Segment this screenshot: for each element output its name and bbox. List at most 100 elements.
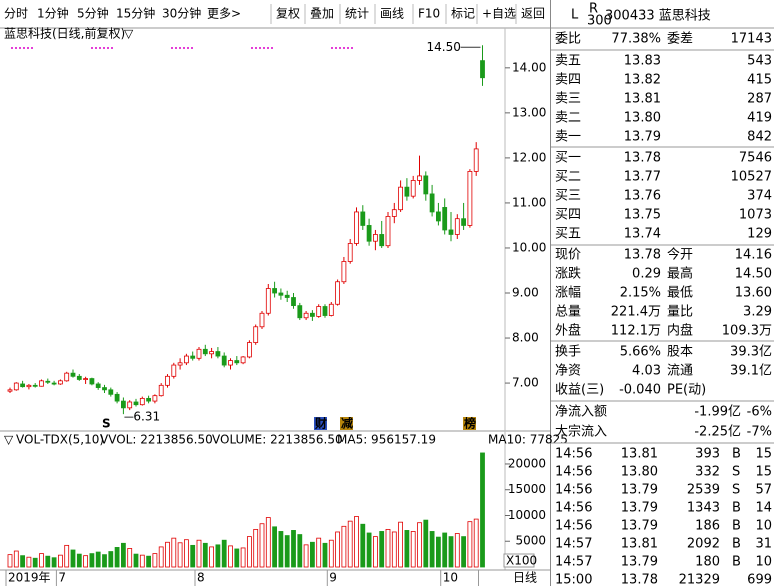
y-tick-label: 14.00 xyxy=(512,60,546,74)
volume-bar xyxy=(366,532,372,568)
quote-text: 699 xyxy=(747,573,772,586)
volume-bar xyxy=(322,542,328,568)
toolbar-button[interactable]: F10 xyxy=(418,7,440,21)
signal-dot xyxy=(15,47,17,49)
quote-text: 大宗流入 xyxy=(555,424,607,440)
signal-dot xyxy=(351,47,353,49)
quote-text: 14:57 xyxy=(555,537,592,552)
candle-body xyxy=(102,387,107,391)
volume-bar xyxy=(253,528,259,568)
title-arrow[interactable]: ▽ xyxy=(124,27,134,41)
volume-bar xyxy=(165,541,170,568)
candle-body xyxy=(26,384,32,388)
volume-bar xyxy=(76,553,82,568)
volume-bar xyxy=(7,554,13,568)
quote-text: 卖三 xyxy=(555,92,581,107)
volume-bar xyxy=(234,548,240,568)
candle-body xyxy=(303,312,309,319)
candle-body xyxy=(76,375,82,380)
event-marker[interactable]: 榜 xyxy=(464,416,476,431)
volume-bar xyxy=(410,531,416,568)
signal-dot xyxy=(343,47,345,49)
indicator-arrow[interactable]: ▽ xyxy=(4,433,14,447)
candle-body xyxy=(209,351,215,355)
candle-body xyxy=(448,229,454,235)
volume-bar xyxy=(221,539,227,568)
candle-body xyxy=(240,356,246,364)
quote-text: 13.79 xyxy=(621,519,658,534)
quote-text: 300 xyxy=(587,14,612,29)
toolbar-tab[interactable]: 5分钟 xyxy=(77,6,109,21)
volume-bar xyxy=(423,519,429,568)
quote-text: 13.80 xyxy=(621,465,658,480)
x-tick-label: 2019年 xyxy=(8,571,51,585)
volume-bar xyxy=(202,542,208,568)
volume-bar xyxy=(372,536,378,568)
period-label[interactable]: 日线 xyxy=(513,571,537,585)
volume-bar xyxy=(354,516,359,568)
volume-bar xyxy=(108,551,114,568)
quote-text: 10 xyxy=(755,555,772,570)
quote-text: 委比 xyxy=(555,32,581,47)
candle-body xyxy=(417,175,422,181)
candle-body xyxy=(246,342,252,358)
volume-bar xyxy=(328,539,334,568)
volume-bar xyxy=(89,553,95,568)
event-marker[interactable]: S xyxy=(102,417,111,431)
unit-label: X100 xyxy=(506,554,537,568)
quote-text: 13.75 xyxy=(624,208,661,223)
volume-bar xyxy=(303,544,309,568)
unit-box xyxy=(503,553,535,568)
volume-bar xyxy=(404,530,410,568)
candle-body xyxy=(253,326,259,343)
signal-dot xyxy=(95,47,97,49)
volume-bar xyxy=(127,548,133,568)
toolbar-button[interactable]: 画线 xyxy=(380,7,404,21)
toolbar-tab[interactable]: 1分钟 xyxy=(37,6,69,21)
quote-text: 换手 xyxy=(555,345,581,360)
signal-dot xyxy=(331,47,333,49)
quote-text: 14 xyxy=(755,501,772,516)
toolbar-button[interactable]: 返回 xyxy=(521,7,545,21)
quote-text: 净流入额 xyxy=(555,405,607,420)
quote-text: 涨跌 xyxy=(555,266,581,282)
signal-dot xyxy=(103,47,105,49)
quote-text: 今开 xyxy=(667,247,693,263)
event-marker[interactable]: 财 xyxy=(314,416,327,431)
candle-body xyxy=(360,211,366,226)
candle-body xyxy=(297,305,303,319)
candle-body xyxy=(410,180,416,197)
volume-bar xyxy=(152,553,158,568)
signal-dot xyxy=(187,47,189,49)
event-marker[interactable]: 减 xyxy=(341,416,353,431)
volume-bar xyxy=(114,547,120,568)
quote-text: 77.38% xyxy=(611,32,661,47)
quote-text: 总量 xyxy=(555,305,581,320)
quote-text: 1343 xyxy=(687,501,720,516)
quote-text: S xyxy=(732,483,740,498)
candle-body xyxy=(20,383,26,388)
toolbar-button[interactable]: +自选 xyxy=(482,7,516,21)
candle-body xyxy=(259,312,265,328)
toolbar-tab[interactable]: 分时 xyxy=(4,7,28,21)
toolbar-button[interactable]: 复权 xyxy=(276,7,300,21)
quote-text: 13.60 xyxy=(735,286,772,301)
quote-text: 卖一 xyxy=(555,130,581,145)
toolbar-tab[interactable]: 30分钟 xyxy=(162,6,201,21)
quote-text: 内盘 xyxy=(667,323,693,339)
quote-text: 14.16 xyxy=(735,248,772,263)
candle-body xyxy=(272,288,278,294)
toolbar-tab[interactable]: 更多> xyxy=(207,7,241,21)
candle-body xyxy=(221,355,227,366)
quote-text: 543 xyxy=(747,54,772,69)
toolbar-button[interactable]: 叠加 xyxy=(310,7,334,21)
toolbar-tab[interactable]: 15分钟 xyxy=(116,6,155,21)
quote-text: 最高 xyxy=(667,266,693,282)
candle-body xyxy=(454,218,460,235)
toolbar-button[interactable]: 统计 xyxy=(345,7,369,21)
candle-body xyxy=(146,397,152,402)
quote-text: 7546 xyxy=(739,151,772,166)
y-tick-label: 10.00 xyxy=(512,240,546,254)
toolbar-button[interactable]: 标记 xyxy=(451,7,475,21)
quote-text: 5.66% xyxy=(620,345,661,360)
